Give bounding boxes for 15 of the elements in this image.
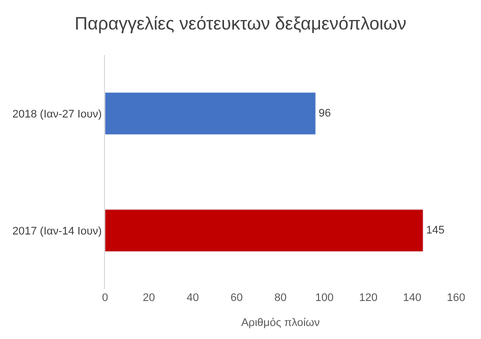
x-tick-label: 40 <box>186 292 199 304</box>
x-tick-label: 120 <box>359 292 378 304</box>
x-tick-label: 100 <box>315 292 334 304</box>
y-tick-label: 2017 (Ιαν-14 Ιουν) <box>12 225 102 238</box>
x-tick-label: 60 <box>230 292 243 304</box>
x-axis-title: Αριθμός πλοίων <box>241 317 320 330</box>
y-tick-label: 2018 (Ιαν-27 Ιουν) <box>12 108 102 120</box>
chart-title: Παραγγελίες νεότευκτων δεξαμενόπλοιων <box>74 14 406 34</box>
data-label: 145 <box>426 224 444 236</box>
data-label: 96 <box>318 108 331 120</box>
x-tick-label: 20 <box>142 292 156 304</box>
x-tick-label: 0 <box>102 292 108 304</box>
x-tick-label: 160 <box>446 292 466 304</box>
x-tick-label: 80 <box>274 292 287 304</box>
x-tick-label: 140 <box>402 292 422 304</box>
